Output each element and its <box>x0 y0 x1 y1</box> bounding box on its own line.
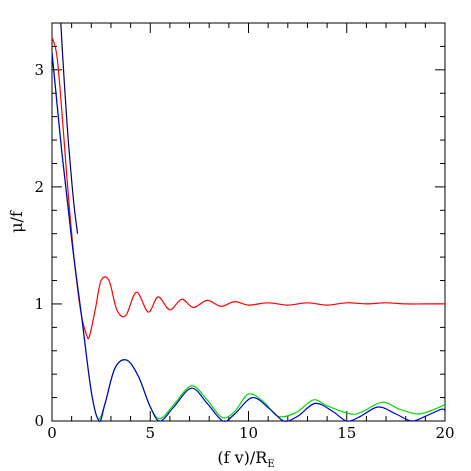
x-axis-label: (f v)/RE <box>217 448 274 470</box>
x-tick-label: 10 <box>239 424 258 442</box>
x-axis-label-subscript: E <box>267 459 274 470</box>
y-tick-label: 1 <box>34 295 44 313</box>
plot-frame <box>51 22 446 422</box>
y-axis-label: μ/f <box>7 210 26 233</box>
x-axis-label-main: (f v)/R <box>217 448 268 467</box>
y-tick-label: 3 <box>34 61 44 79</box>
series-line-1 <box>51 36 445 340</box>
x-tick-label: 5 <box>145 424 155 442</box>
series-line-4 <box>60 22 79 234</box>
y-tick-label: 0 <box>34 412 44 430</box>
series-line-3 <box>51 52 446 422</box>
x-tick-label: 0 <box>47 424 57 442</box>
series-line-2 <box>51 52 446 420</box>
x-tick-label: 15 <box>337 424 356 442</box>
y-tick-label: 2 <box>34 178 44 196</box>
x-tick-label: 20 <box>435 424 454 442</box>
